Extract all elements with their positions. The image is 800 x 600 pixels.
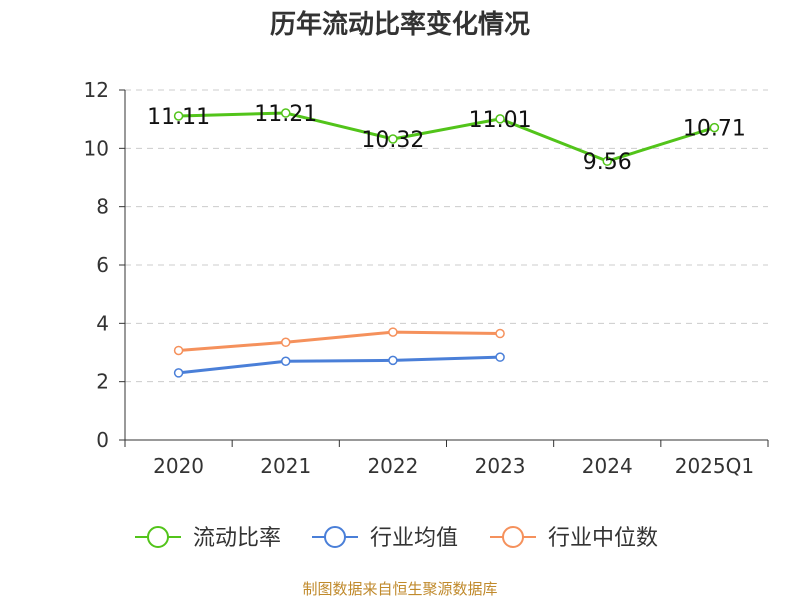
series-line (178, 355, 501, 375)
data-point (388, 355, 398, 366)
legend-label: 流动比率 (193, 526, 281, 551)
chart-title: 历年流动比率变化情况 (269, 10, 530, 40)
data-label: 11.21 (254, 102, 317, 127)
data-labels: 11.11 11.21 10.32 11.01 9.56 10.71 (147, 102, 746, 175)
x-tick-label: 2025Q1 (675, 454, 754, 478)
legend-marker (502, 526, 524, 548)
data-point (173, 368, 184, 378)
data-label: 9.56 (583, 150, 632, 175)
data-point (709, 122, 720, 133)
axes: 0 2 4 6 8 10 12 2020 2021 2022 2023 2024 2025Q1 (84, 78, 769, 478)
x-tick-label: 2021 (260, 454, 311, 478)
data-point (281, 356, 291, 366)
data-point (173, 345, 184, 356)
legend-item[interactable]: 行业中位数 (490, 526, 658, 551)
y-tick-label: 8 (96, 195, 109, 219)
y-tick-label: 6 (96, 253, 109, 277)
data-label: 10.71 (683, 117, 746, 142)
legend[interactable]: 流动比率 行业均值 行业中位数 (135, 526, 658, 551)
data-point (388, 327, 398, 337)
legend-label: 行业均值 (370, 526, 458, 551)
legend-marker (324, 526, 346, 548)
data-label: 11.11 (147, 105, 210, 130)
legend-marker (147, 526, 169, 548)
legend-item[interactable]: 行业均值 (312, 526, 458, 551)
x-tick-label: 2023 (475, 454, 526, 478)
data-point (495, 352, 505, 362)
data-point (281, 337, 291, 348)
data-source-note: 制图数据来自恒生聚源数据库 (302, 580, 498, 598)
y-tick-label: 10 (84, 136, 109, 160)
data-point (173, 111, 184, 121)
x-tick-label: 2020 (153, 454, 204, 478)
data-point (281, 108, 291, 118)
x-tick-label: 2024 (582, 454, 633, 478)
data-point (495, 114, 505, 124)
y-tick-label: 4 (96, 311, 109, 335)
y-tick-label: 12 (84, 78, 109, 102)
series-lines (173, 108, 720, 378)
legend-label: 行业中位数 (548, 526, 658, 551)
data-point (495, 328, 505, 339)
y-tick-label: 0 (96, 428, 109, 452)
data-label: 11.01 (469, 108, 532, 133)
x-tick-label: 2022 (367, 454, 418, 478)
legend-item[interactable]: 流动比率 (135, 526, 281, 551)
data-point (602, 156, 612, 166)
data-label: 10.32 (361, 128, 424, 153)
series-line (178, 330, 501, 352)
data-point (388, 134, 398, 144)
series-line (178, 111, 715, 163)
grid-lines (125, 89, 768, 383)
y-tick-label: 2 (96, 370, 109, 394)
